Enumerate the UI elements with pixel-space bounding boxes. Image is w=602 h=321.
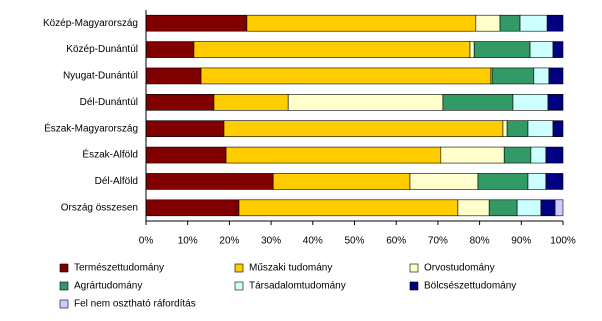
bar-segment (533, 67, 550, 85)
y-tick-label: Közép-Magyarország (43, 18, 138, 29)
bar-segment (512, 94, 549, 111)
bar-segment (145, 14, 248, 32)
bar-segment (546, 14, 564, 32)
bar-segment (475, 14, 501, 32)
bar-segment (145, 199, 240, 217)
bar-segment (440, 146, 505, 164)
x-tick-label: 20% (219, 236, 239, 247)
bar-segment (213, 94, 289, 111)
bar-segment (527, 173, 547, 190)
x-tick-label: 30% (261, 236, 281, 247)
y-tick-label: Ország összesen (61, 202, 138, 213)
bar-segment (516, 199, 542, 217)
bar-segment (238, 199, 459, 217)
bar-segment (545, 173, 564, 190)
legend-label: Társadalomtudomány (249, 281, 346, 292)
bar-segment (499, 14, 521, 32)
bar-segment (545, 146, 564, 164)
bar-segment (554, 199, 564, 217)
bar-segment (506, 120, 529, 137)
bar-segment (145, 94, 215, 111)
bar-segment (145, 173, 274, 190)
y-tick-label: Dél-Dunántúl (80, 97, 138, 108)
bar-segment (145, 41, 195, 58)
legend-label: Bölcsészettudomány (424, 281, 516, 292)
legend-swatch (234, 263, 244, 273)
x-tick-label: 100% (550, 236, 576, 247)
bar-segment (529, 41, 554, 58)
bar-segment (552, 120, 564, 137)
bar-segment (246, 14, 477, 32)
y-tick-label: Nyugat-Dunántúl (63, 71, 138, 82)
x-tick-label: 10% (178, 236, 198, 247)
bar-segment (503, 146, 532, 164)
legend-swatch (59, 299, 69, 309)
bar-segment (145, 120, 225, 137)
legend-swatch (59, 281, 69, 291)
legend-swatch (409, 281, 419, 291)
legend-label: Műszaki tudomány (249, 263, 332, 274)
x-tick-label: 60% (386, 236, 406, 247)
bar-segment (547, 94, 564, 111)
bar-segment (488, 199, 518, 217)
x-tick-label: 50% (344, 236, 364, 247)
y-tick-label: Észak-Alföld (82, 148, 138, 161)
legend-label: Agrártudomány (74, 281, 142, 292)
x-tick-label: 40% (303, 236, 323, 247)
x-tick-label: 80% (470, 236, 490, 247)
legend-swatch (234, 281, 244, 291)
y-tick-label: Dél-Alföld (95, 176, 138, 187)
y-tick-label: Közép-Dunántúl (66, 44, 138, 55)
bar-segment (530, 146, 547, 164)
x-tick-label: 0% (139, 236, 154, 247)
y-tick-label: Észak-Magyarország (44, 121, 138, 134)
bar-segment (519, 14, 548, 32)
legend-label: Orvostudomány (424, 263, 495, 274)
legend-label: Fel nem osztható ráfordítás (74, 299, 196, 310)
bar-segment (502, 120, 508, 137)
bar-segment (145, 67, 202, 85)
bar-segment (442, 94, 514, 111)
bar-segment (145, 146, 227, 164)
bar-segment (540, 199, 556, 217)
bar-segment (409, 173, 479, 190)
bar-segment (272, 173, 411, 190)
legend-swatch (59, 263, 69, 273)
x-tick-label: 70% (428, 236, 448, 247)
bar-segment (491, 67, 535, 85)
legend-swatch (409, 263, 419, 273)
bar-segment (473, 41, 531, 58)
x-tick-label: 90% (511, 236, 531, 247)
bar-segment (469, 41, 475, 58)
bar-segment (552, 41, 564, 58)
bar-segment (477, 173, 529, 190)
bar-segment (193, 41, 471, 58)
bar-segment (527, 120, 554, 137)
bar-segment (548, 67, 564, 85)
bar-segment (223, 120, 504, 137)
legend-label: Természettudomány (74, 263, 164, 274)
bar-segment (200, 67, 492, 85)
bar-segment (225, 146, 442, 164)
bar-segment (457, 199, 490, 217)
bar-segment (287, 94, 444, 111)
